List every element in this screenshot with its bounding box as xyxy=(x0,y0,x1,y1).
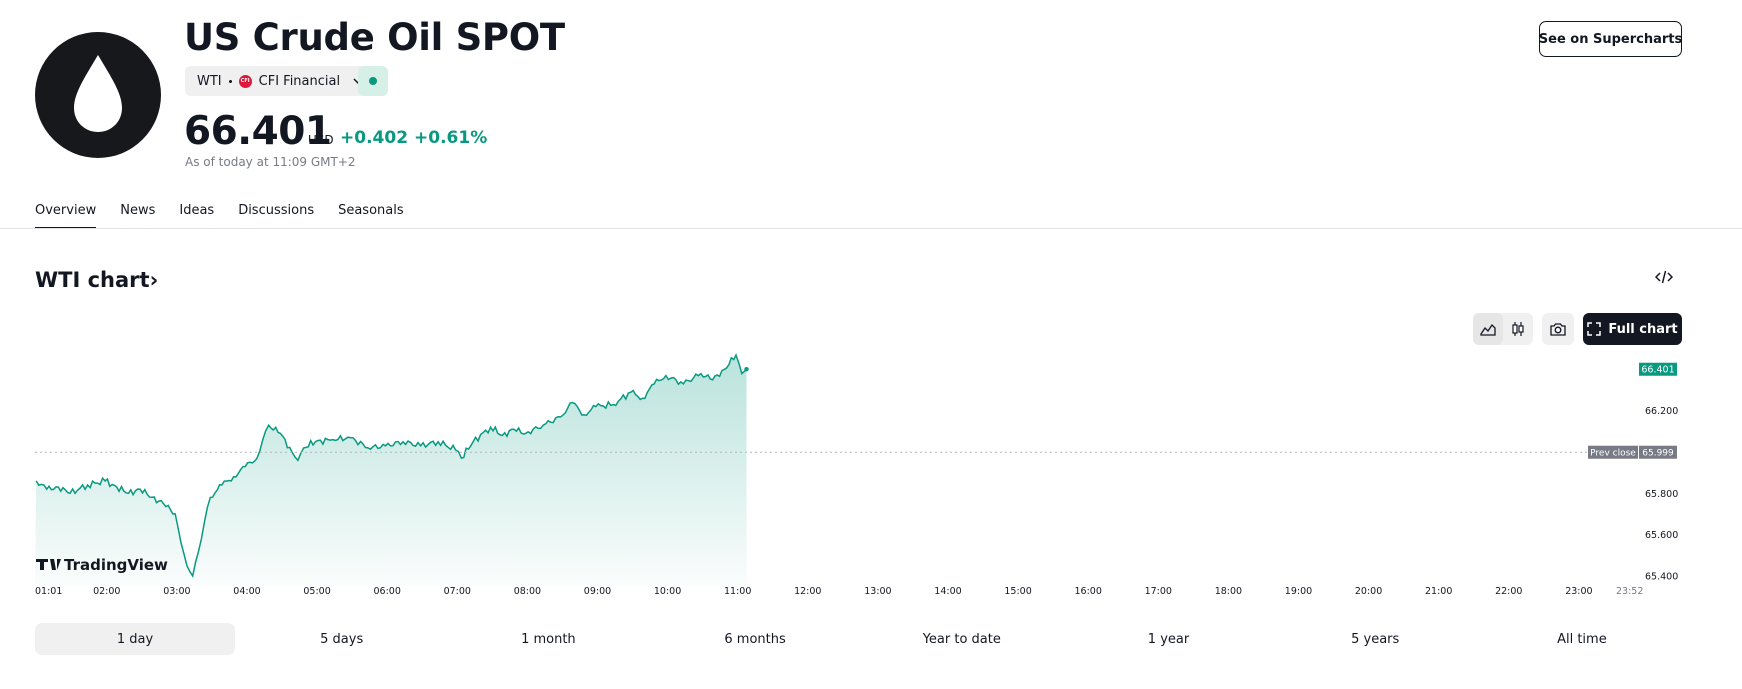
price-timestamp: As of today at 11:09 GMT+2 xyxy=(185,155,356,169)
x-tick-label: 21:00 xyxy=(1425,586,1452,597)
x-tick-label: 14:00 xyxy=(934,586,961,597)
x-tick-label: 10:00 xyxy=(654,586,681,597)
camera-icon xyxy=(1550,323,1566,336)
tradingview-logo-icon xyxy=(36,559,61,570)
x-tick-label: 18:00 xyxy=(1215,586,1242,597)
fullscreen-icon xyxy=(1587,322,1602,336)
prev-close-value-tag xyxy=(1639,445,1677,459)
tabs-divider xyxy=(0,228,1742,229)
tab-overview[interactable]: Overview xyxy=(35,203,97,229)
y-tick-label: 65.400 xyxy=(1645,571,1678,582)
chart-title-text: WTI chart xyxy=(35,268,150,292)
tradingview-watermark: TradingView xyxy=(36,556,168,574)
full-chart-button[interactable]: Full chart xyxy=(1583,313,1682,345)
embed-button[interactable] xyxy=(1654,270,1674,288)
snapshot-button[interactable] xyxy=(1542,313,1574,345)
prev-close-tag xyxy=(1588,445,1638,459)
watermark-text: TradingView xyxy=(64,556,168,574)
tab-seasonals[interactable]: Seasonals xyxy=(338,203,404,218)
exchange-logo-icon: CFI xyxy=(238,74,252,88)
market-open-indicator[interactable] xyxy=(358,66,388,96)
area-chart-button[interactable] xyxy=(1473,313,1503,345)
price-change: +0.402 +0.61% xyxy=(340,128,487,148)
candlestick-icon xyxy=(1512,322,1524,336)
price-chart[interactable]: 66.200 65.800 65.600 65.400 01:01 02:00 03:00… xyxy=(0,350,1742,610)
x-tick-label: 19:00 xyxy=(1285,586,1312,597)
x-tick-label: 23:52 xyxy=(1616,586,1643,597)
x-tick-label: 02:00 xyxy=(93,586,120,597)
see-on-supercharts-button[interactable]: See on Supercharts xyxy=(1539,21,1682,57)
x-tick-label: 12:00 xyxy=(794,586,821,597)
tab-ideas[interactable]: Ideas xyxy=(179,203,215,218)
x-tick-label: 07:00 xyxy=(444,586,471,597)
x-tick-label: 16:00 xyxy=(1075,586,1102,597)
range-1-year[interactable]: 1 year xyxy=(1147,631,1190,647)
last-price-tag-label: 66.401 xyxy=(1641,365,1674,376)
area-fill xyxy=(35,355,747,586)
tab-news[interactable]: News xyxy=(120,203,156,218)
x-tick-label: 04:00 xyxy=(233,586,260,597)
x-tick-label: 15:00 xyxy=(1004,586,1031,597)
chevron-right-icon: › xyxy=(149,268,159,292)
y-tick-label: 66.200 xyxy=(1645,406,1678,417)
price-line xyxy=(35,353,748,578)
range-6-months[interactable]: 6 months xyxy=(724,631,786,647)
area-chart-icon xyxy=(1480,323,1496,336)
oil-drop-icon xyxy=(74,55,122,132)
x-tick-label: 03:00 xyxy=(163,586,190,597)
exchange-selector[interactable]: WTI CFI CFI Financial xyxy=(185,66,376,96)
full-chart-label: Full chart xyxy=(1608,321,1678,337)
x-tick-label: 01:01 xyxy=(35,586,62,597)
prev-close-value-label: 65.999 xyxy=(1642,449,1674,459)
x-tick-label: 20:00 xyxy=(1355,586,1382,597)
x-tick-label: 23:00 xyxy=(1565,586,1592,597)
y-tick-label: 65.800 xyxy=(1645,489,1678,500)
page-title: US Crude Oil SPOT xyxy=(184,16,565,59)
chart-title-link[interactable]: WTI chart› xyxy=(35,268,158,292)
prev-close-tag-label: Prev close xyxy=(1590,449,1636,459)
range-1-month[interactable]: 1 month xyxy=(521,631,576,647)
currency-label: USD xyxy=(308,133,334,147)
change-percent: +0.61% xyxy=(414,128,488,148)
range-5-days[interactable]: 5 days xyxy=(320,631,364,647)
range-1-day[interactable]: 1 day xyxy=(35,623,235,655)
last-price: 66.401 xyxy=(184,109,332,154)
symbol-label: WTI xyxy=(197,73,222,89)
last-price-tag xyxy=(1639,362,1677,376)
last-price-point xyxy=(744,367,749,372)
x-tick-label: 09:00 xyxy=(584,586,611,597)
x-tick-label: 13:00 xyxy=(864,586,891,597)
x-tick-label: 17:00 xyxy=(1145,586,1172,597)
range-5-years[interactable]: 5 years xyxy=(1351,631,1400,647)
code-icon xyxy=(1654,270,1674,284)
x-tick-label: 11:00 xyxy=(724,586,751,597)
commodity-logo xyxy=(35,32,161,158)
range-year-to-date[interactable]: Year to date xyxy=(922,631,1001,647)
section-tabs: Overview News Ideas Discussions Seasonal… xyxy=(35,203,404,229)
tab-discussions[interactable]: Discussions xyxy=(238,203,315,218)
x-tick-label: 05:00 xyxy=(303,586,330,597)
exchange-label: CFI Financial xyxy=(258,73,341,89)
x-tick-label: 22:00 xyxy=(1495,586,1522,597)
range-all-time[interactable]: All time xyxy=(1557,631,1607,647)
separator-dot xyxy=(228,79,232,83)
y-tick-label: 65.600 xyxy=(1645,530,1678,541)
candles-chart-button[interactable] xyxy=(1503,313,1533,345)
chart-style-toggle xyxy=(1473,313,1533,345)
x-tick-label: 08:00 xyxy=(514,586,541,597)
change-value: +0.402 xyxy=(340,128,409,148)
x-tick-label: 06:00 xyxy=(374,586,401,597)
